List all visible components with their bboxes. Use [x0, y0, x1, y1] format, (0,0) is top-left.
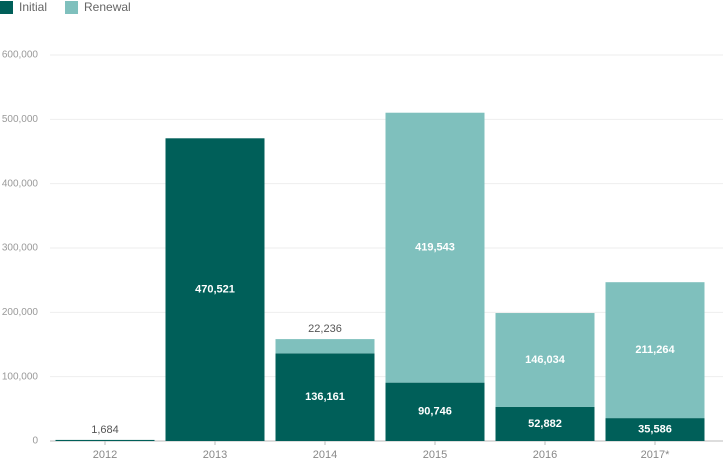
bar-segment [495, 313, 595, 407]
value-label: 211,264 [635, 344, 675, 356]
x-tick-label: 2017* [641, 449, 670, 459]
y-tick-label: 0 [32, 436, 38, 447]
value-label: 22,236 [308, 323, 342, 335]
bar-segment [385, 382, 485, 441]
bar-segment [165, 138, 265, 441]
bar-segment [55, 439, 155, 441]
bar-segment [495, 406, 595, 441]
value-label: 146,034 [525, 354, 566, 366]
legend-label: Initial [19, 0, 47, 14]
y-tick-label: 300,000 [2, 243, 39, 254]
bar-segment [275, 353, 375, 441]
value-label: 136,161 [305, 391, 345, 403]
x-tick-label: 2013 [203, 449, 227, 459]
legend-label: Renewal [84, 0, 131, 14]
y-tick-label: 400,000 [2, 178, 39, 189]
value-label: 35,586 [638, 423, 672, 435]
y-tick-label: 100,000 [2, 371, 39, 382]
value-label: 419,543 [415, 242, 455, 254]
x-tick-label: 2014 [313, 449, 337, 459]
bar-segment [385, 112, 485, 383]
x-tick-label: 2012 [93, 449, 117, 459]
y-tick-label: 600,000 [2, 50, 39, 61]
value-label: 90,746 [418, 406, 452, 418]
bar-segment [275, 339, 375, 354]
y-tick-label: 500,000 [2, 114, 39, 125]
bar-segment [605, 418, 705, 441]
legend-swatch [65, 1, 79, 14]
value-label: 470,521 [195, 284, 235, 296]
value-label: 1,684 [91, 424, 119, 436]
x-tick-label: 2016 [533, 449, 557, 459]
value-label: 52,882 [528, 418, 562, 430]
bar-segment [605, 282, 705, 419]
legend-swatch [0, 1, 13, 14]
y-tick-label: 200,000 [2, 307, 39, 318]
x-tick-label: 2015 [423, 449, 447, 459]
